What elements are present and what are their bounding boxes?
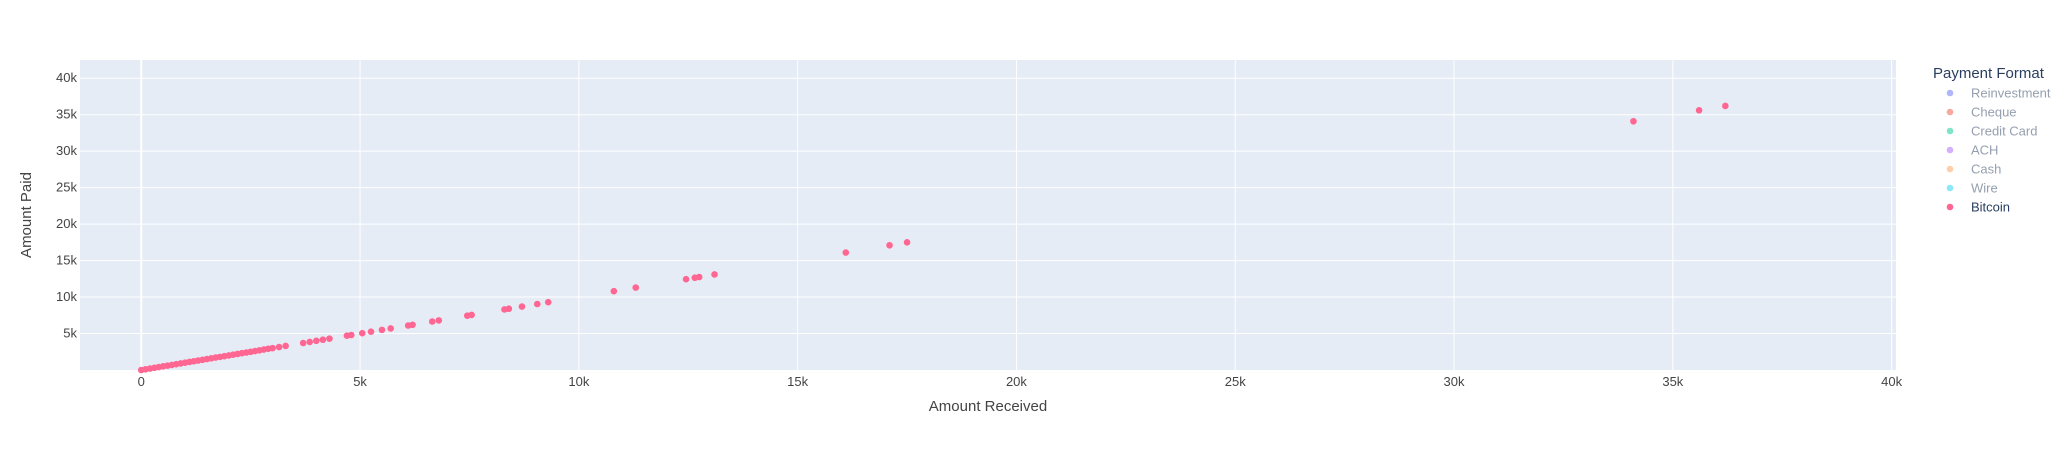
y-tick-label: 30k — [56, 143, 77, 158]
data-point[interactable] — [695, 273, 703, 281]
legend-title: Payment Format — [1933, 65, 2045, 82]
y-tick-label: 5k — [63, 326, 77, 341]
y-axis-title: Amount Paid — [18, 172, 35, 258]
data-point[interactable] — [505, 305, 513, 313]
legend-label: Bitcoin — [1971, 200, 2010, 215]
data-point[interactable] — [269, 344, 276, 352]
data-point[interactable] — [1695, 107, 1703, 114]
y-axis-ticks: 5k 10k 15k 20k 25k 30k 35k 40k — [56, 70, 77, 340]
data-point[interactable] — [544, 298, 552, 306]
legend-label: Reinvestment — [1971, 86, 2051, 101]
legend-label: Wire — [1971, 181, 1998, 196]
data-point[interactable] — [306, 338, 314, 346]
data-point[interactable] — [428, 318, 436, 325]
y-tick-label: 35k — [56, 107, 77, 122]
legend-marker — [1946, 184, 1954, 192]
data-point[interactable] — [886, 241, 893, 249]
data-point[interactable] — [326, 335, 333, 342]
legend-item[interactable]: Cash — [1946, 162, 2002, 177]
legend-marker — [1946, 108, 1954, 116]
data-point[interactable] — [903, 239, 911, 246]
data-point[interactable] — [468, 311, 475, 319]
data-point[interactable] — [348, 331, 355, 339]
data-point[interactable] — [518, 303, 526, 310]
y-tick-label: 15k — [56, 253, 77, 268]
y-tick-label: 40k — [56, 70, 77, 85]
x-tick-label: 25k — [1225, 374, 1246, 389]
legend-label: Cash — [1971, 162, 2001, 177]
y-tick-label: 20k — [56, 216, 77, 231]
data-point[interactable] — [409, 321, 416, 329]
x-tick-label: 40k — [1881, 374, 1902, 389]
legend-item[interactable]: Reinvestment — [1946, 86, 2051, 101]
x-tick-label: 10k — [568, 374, 589, 389]
x-tick-label: 30k — [1444, 374, 1465, 389]
legend-item[interactable]: ACH — [1946, 143, 1999, 158]
plot-background — [80, 60, 1896, 370]
data-point[interactable] — [682, 275, 690, 283]
legend-marker — [1946, 203, 1954, 211]
data-point[interactable] — [275, 343, 283, 351]
x-tick-label: 0 — [138, 374, 145, 389]
data-point[interactable] — [711, 271, 718, 278]
data-point[interactable] — [319, 336, 327, 344]
legend-item[interactable]: Bitcoin — [1946, 200, 2010, 215]
data-point[interactable] — [435, 317, 443, 324]
x-tick-label: 20k — [1006, 374, 1027, 389]
x-tick-label: 35k — [1662, 374, 1683, 389]
legend-item[interactable]: Credit Card — [1946, 124, 2038, 139]
legend-marker — [1946, 146, 1954, 154]
data-point[interactable] — [358, 329, 366, 337]
y-tick-label: 10k — [56, 289, 77, 304]
data-point[interactable] — [378, 326, 386, 334]
x-tick-label: 15k — [787, 374, 808, 389]
data-points — [137, 102, 1729, 374]
grid-lines — [80, 60, 1896, 370]
data-point[interactable] — [387, 325, 394, 332]
legend-label: Credit Card — [1971, 124, 2037, 139]
legend-marker — [1946, 165, 1954, 173]
legend-item[interactable]: Cheque — [1946, 105, 2017, 120]
legend: Payment Format Reinvestment Cheque Credit … — [1933, 65, 2051, 215]
data-point[interactable] — [299, 339, 307, 347]
data-point[interactable] — [533, 300, 541, 308]
data-point[interactable] — [1722, 102, 1729, 110]
y-tick-label: 25k — [56, 180, 77, 195]
data-point[interactable] — [842, 249, 850, 256]
legend-marker — [1946, 89, 1954, 97]
data-point[interactable] — [367, 328, 375, 336]
data-point[interactable] — [282, 342, 289, 350]
data-point[interactable] — [632, 284, 640, 291]
x-axis-ticks: 0 5k 10k 15k 20k 25k 30k 35k 40k — [138, 374, 1903, 389]
legend-item[interactable]: Wire — [1946, 181, 1998, 196]
data-point[interactable] — [1630, 117, 1637, 125]
data-point[interactable] — [312, 337, 320, 345]
x-axis-title: Amount Received — [929, 398, 1047, 415]
legend-marker — [1946, 127, 1954, 135]
data-point[interactable] — [610, 287, 618, 295]
x-tick-label: 5k — [353, 374, 367, 389]
legend-label: ACH — [1971, 143, 1998, 158]
legend-label: Cheque — [1971, 105, 2017, 120]
